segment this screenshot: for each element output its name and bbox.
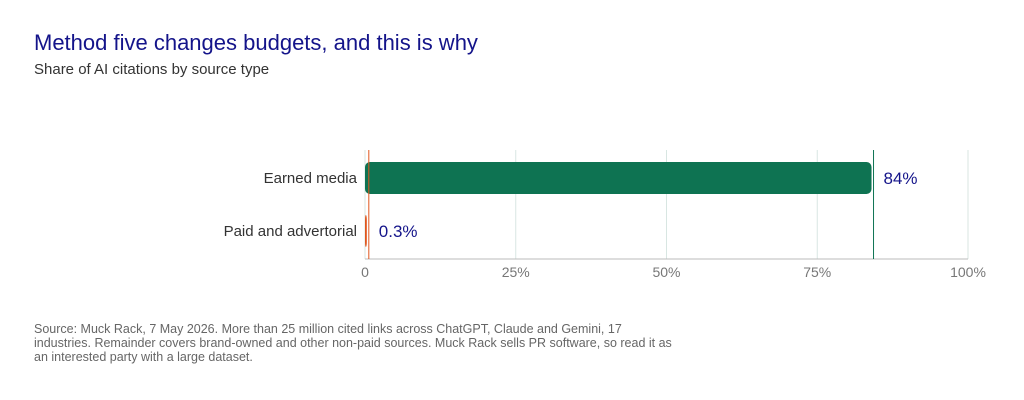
x-tick-label: 50% (652, 264, 680, 280)
chart-subtitle: Share of AI citations by source type (34, 61, 270, 78)
value-label: 0.3% (379, 222, 418, 241)
bar-chart: 0 25% 50% 75% 100% Earned media 84% Paid and ad… (224, 150, 986, 280)
bar-paid-advertorial (365, 215, 367, 247)
value-label: 84% (884, 169, 918, 188)
source-note: Source: Muck Rack, 7 May 2026. More than… (34, 322, 672, 364)
category-label: Paid and advertorial (224, 223, 357, 240)
category-label: Earned media (264, 170, 358, 187)
bar-layer (365, 150, 875, 259)
x-tick-label: 75% (803, 264, 831, 280)
x-tick-label: 0 (361, 264, 369, 280)
chart-title: Method five changes budgets, and this is… (34, 30, 478, 55)
x-tick-label: 100% (950, 264, 986, 280)
bar-earned-media (365, 162, 872, 194)
x-tick-label: 25% (502, 264, 530, 280)
label-layer: 0 25% 50% 75% 100% Earned media 84% Paid and ad… (224, 169, 986, 280)
